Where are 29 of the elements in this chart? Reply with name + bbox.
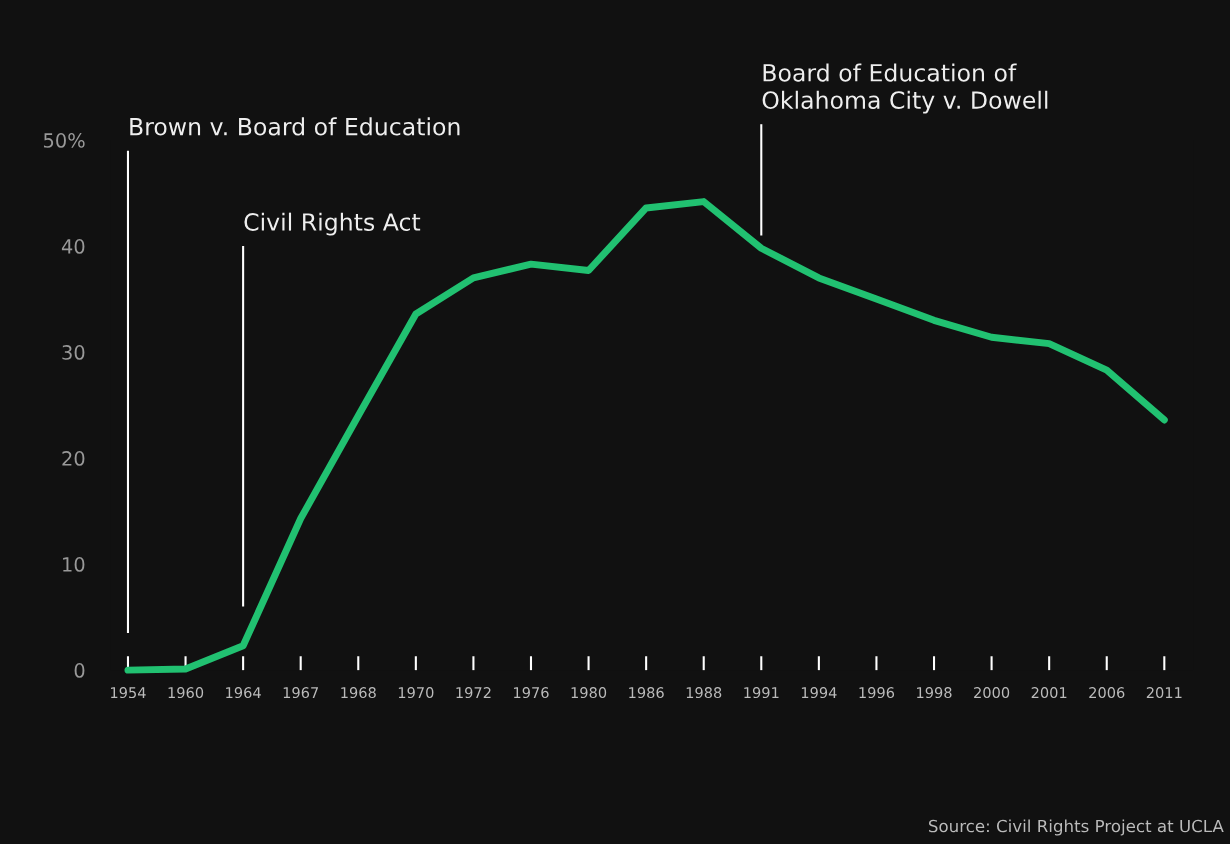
x-tick-label: 1964 bbox=[226, 687, 261, 699]
y-tick-label: 20 bbox=[62, 451, 85, 466]
ref-line-label: Board of Education of Oklahoma City v. Dowell bbox=[762, 63, 1048, 114]
x-tick-label: 1968 bbox=[341, 687, 376, 699]
x-tick-label: 1970 bbox=[398, 687, 434, 699]
x-tick-label: 1991 bbox=[744, 687, 779, 699]
y-tick-label: 50% bbox=[43, 133, 85, 148]
y-tick-label: 40 bbox=[61, 239, 85, 254]
x-tick-label: 1967 bbox=[283, 687, 319, 699]
x-tick-label: 1972 bbox=[456, 687, 491, 699]
x-tick-label: 2001 bbox=[1031, 687, 1067, 699]
y-tick-label: 0 bbox=[74, 663, 85, 678]
x-tick-label: 1988 bbox=[686, 687, 722, 699]
x-tick-label: 2011 bbox=[1146, 687, 1182, 699]
y-tick-label: 10 bbox=[63, 557, 85, 572]
x-tick-label: 1996 bbox=[859, 687, 895, 699]
x-tick-label: 1986 bbox=[629, 687, 664, 699]
x-tick-label: 1980 bbox=[571, 687, 607, 699]
x-tick-label: 1954 bbox=[111, 687, 146, 699]
x-tick-label: 1994 bbox=[801, 687, 837, 699]
ref-line-label: Civil Rights Act bbox=[244, 212, 421, 236]
x-tick-label: 1998 bbox=[917, 687, 952, 699]
ref-line-label: Brown v. Board of Education bbox=[130, 117, 460, 136]
source-note: Source: Civil Rights Project at UCLA bbox=[928, 819, 1224, 836]
y-tick-label: 30 bbox=[62, 345, 85, 360]
x-tick-label: 2000 bbox=[974, 687, 1010, 699]
x-tick-label: 2006 bbox=[1089, 687, 1125, 699]
x-tick-label: 1960 bbox=[168, 687, 204, 699]
x-tick-label: 1976 bbox=[514, 687, 549, 699]
